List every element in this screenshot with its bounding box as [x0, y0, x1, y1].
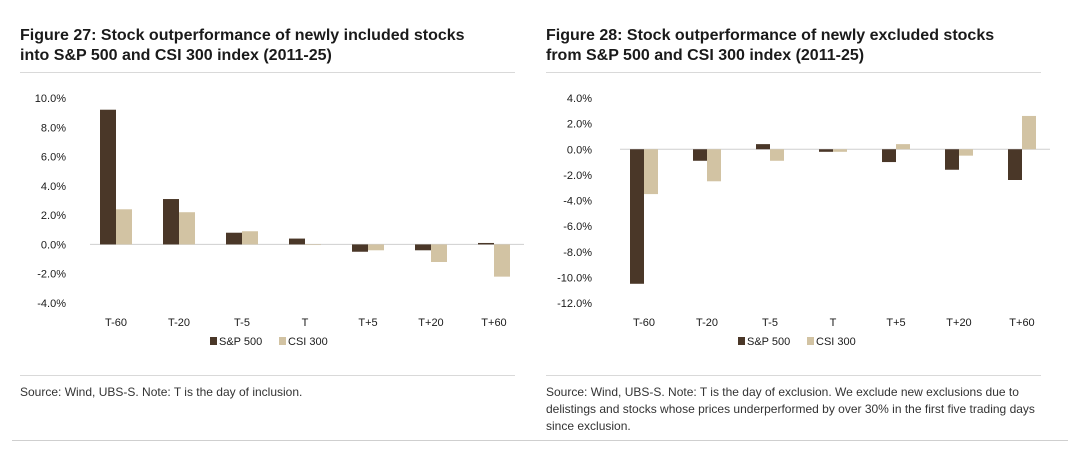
y-tick-label: 0.0% [41, 239, 66, 251]
y-tick-label: 6.0% [41, 152, 66, 164]
right-source-divider [546, 375, 1041, 376]
legend-swatch-csi300 [279, 337, 286, 345]
y-tick-label: 4.0% [567, 93, 592, 105]
bar-sp500-tplus20 [415, 244, 431, 251]
x-tick-label: T+60 [1009, 317, 1034, 329]
y-tick-label: -4.0% [563, 196, 592, 208]
legend-swatch-csi300 [807, 337, 814, 345]
bar-csi300-t [833, 149, 847, 152]
bar-csi300-t [305, 244, 321, 246]
x-tick-label: T-60 [633, 317, 655, 329]
x-tick-label: T+60 [481, 317, 506, 329]
left-figure-title: Figure 27: Stock outperformance of newly… [20, 26, 540, 66]
x-tick-label: T [830, 317, 837, 329]
bar-sp500-tminus60 [630, 149, 644, 284]
x-tick-label: T-5 [762, 317, 778, 329]
x-tick-label: T [302, 317, 309, 329]
right-title-divider [546, 72, 1041, 73]
y-tick-label: -2.0% [37, 269, 66, 281]
y-tick-label: 2.0% [567, 119, 592, 131]
bar-csi300-tminus20 [707, 149, 721, 182]
x-tick-label: T+20 [946, 317, 971, 329]
legend-swatch-sp500 [210, 337, 217, 345]
left-bar-chart: -4.0% -2.0% 0.0% 2.0% 4.0% 6.0% 8.0% 10.0% T-60 T… [35, 93, 524, 348]
x-tick-label: T+5 [358, 317, 377, 329]
right-figure-panel: Figure 28: Stock outperformance of newly… [546, 0, 1066, 463]
bar-sp500-tminus5 [226, 232, 242, 245]
bar-csi300-tplus20 [959, 149, 973, 156]
right-figure-title: Figure 28: Stock outperformance of newly… [546, 26, 1066, 66]
bar-csi300-tplus60 [494, 244, 510, 277]
bar-sp500-tminus20 [693, 149, 707, 161]
y-tick-label: -10.0% [557, 272, 592, 284]
bar-sp500-tplus60 [478, 242, 494, 245]
bar-sp500-tminus60 [100, 109, 116, 245]
y-tick-label: 2.0% [41, 210, 66, 222]
right-source-note: Source: Wind, UBS-S. Note: T is the day … [546, 385, 1035, 433]
left-source-divider [20, 375, 515, 376]
bar-csi300-tplus60 [1022, 115, 1036, 150]
bar-csi300-tplus5 [896, 144, 910, 150]
bar-csi300-tminus5 [242, 231, 258, 245]
x-tick-label: T-60 [105, 317, 127, 329]
x-tick-label: T-20 [696, 317, 718, 329]
bar-csi300-tminus60 [116, 209, 132, 245]
page-bottom-divider [12, 440, 1068, 441]
x-tick-label: T+20 [418, 317, 443, 329]
y-tick-label: 4.0% [41, 181, 66, 193]
bar-csi300-tminus5 [770, 149, 784, 161]
legend-label-csi300: CSI 300 [816, 336, 856, 348]
bar-csi300-tminus60 [644, 149, 658, 195]
left-source-note: Source: Wind, UBS-S. Note: T is the day … [20, 385, 303, 399]
bar-sp500-tminus5 [756, 144, 770, 150]
bar-csi300-tplus20 [431, 244, 447, 262]
y-tick-label: 0.0% [567, 144, 592, 156]
bar-sp500-t [289, 238, 305, 245]
legend-label-sp500: S&P 500 [219, 336, 262, 348]
legend-swatch-sp500 [738, 337, 745, 345]
legend-label-sp500: S&P 500 [747, 336, 790, 348]
left-title-line-2: into S&P 500 and CSI 300 index (2011-25) [20, 47, 332, 64]
bar-sp500-tplus5 [352, 244, 368, 252]
left-title-divider [20, 72, 515, 73]
y-tick-label: -8.0% [563, 247, 592, 259]
x-tick-label: T+5 [886, 317, 905, 329]
legend-label-csi300: CSI 300 [288, 336, 328, 348]
y-tick-label: 10.0% [35, 93, 66, 105]
bar-sp500-tplus60 [1008, 149, 1022, 180]
y-tick-label: -12.0% [557, 298, 592, 310]
right-title-line-1: Figure 28: Stock outperformance of newly… [546, 27, 995, 44]
x-tick-label: T-20 [168, 317, 190, 329]
bar-sp500-t [819, 149, 833, 152]
right-bar-chart: -12.0% -10.0% -8.0% -6.0% -4.0% -2.0% 0.0% 2.0%… [557, 93, 1050, 348]
bar-csi300-tminus20 [179, 212, 195, 245]
left-figure-panel: Figure 27: Stock outperformance of newly… [20, 0, 540, 463]
bar-sp500-tplus5 [882, 149, 896, 163]
left-title-line-1: Figure 27: Stock outperformance of newly… [20, 27, 465, 44]
right-title-line-2: from S&P 500 and CSI 300 index (2011-25) [546, 47, 865, 64]
x-tick-label: T-5 [234, 317, 250, 329]
y-tick-label: -2.0% [563, 170, 592, 182]
y-tick-label: 8.0% [41, 122, 66, 134]
y-tick-label: -6.0% [563, 221, 592, 233]
y-tick-label: -4.0% [37, 298, 66, 310]
bar-sp500-tminus20 [163, 199, 179, 245]
bar-csi300-tplus5 [368, 244, 384, 251]
bar-sp500-tplus20 [945, 149, 959, 170]
